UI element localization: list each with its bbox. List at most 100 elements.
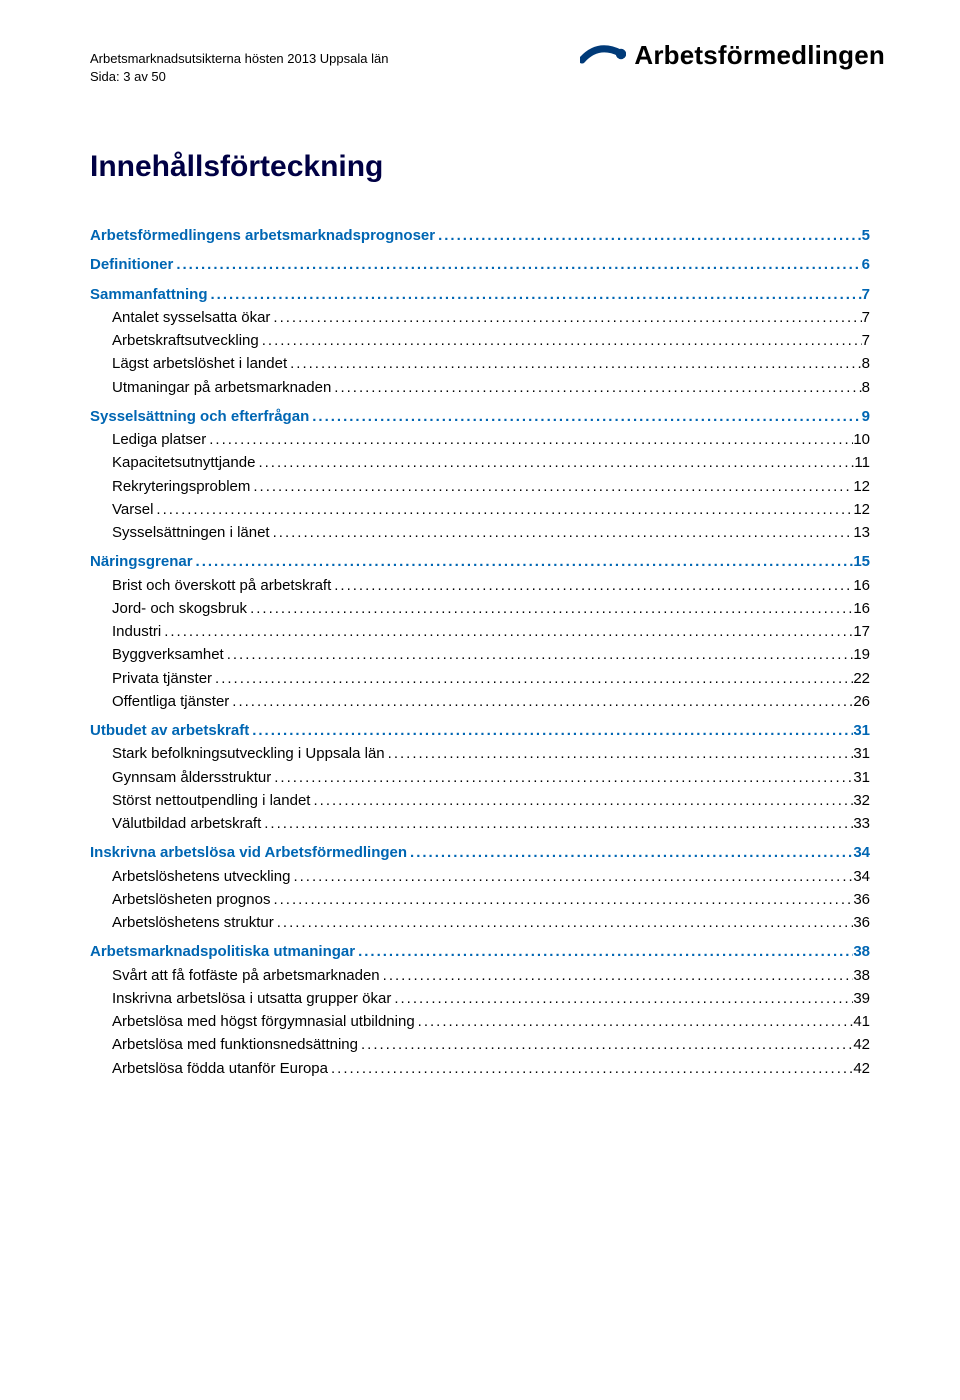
toc-leader bbox=[331, 376, 861, 399]
toc-page-number: 26 bbox=[853, 690, 870, 713]
toc-label: Välutbildad arbetskraft bbox=[112, 812, 261, 835]
toc-entry: Arbetslösheten prognos36 bbox=[90, 888, 870, 911]
toc-entry: Arbetskraftsutveckling7 bbox=[90, 329, 870, 352]
toc-page-number: 41 bbox=[853, 1010, 870, 1033]
toc-leader bbox=[161, 620, 853, 643]
toc-entry: Arbetslösa med högst förgymnasial utbild… bbox=[90, 1010, 870, 1033]
toc-page-number: 42 bbox=[853, 1057, 870, 1080]
toc-page-number: 22 bbox=[853, 667, 870, 690]
toc-leader bbox=[274, 911, 854, 934]
toc-entry: Utmaningar på arbetsmarknaden8 bbox=[90, 376, 870, 399]
toc-leader bbox=[270, 888, 853, 911]
toc-page-number: 38 bbox=[853, 940, 870, 963]
toc-leader bbox=[206, 428, 853, 451]
toc-entry: Gynnsam åldersstruktur 31 bbox=[90, 766, 870, 789]
toc-label: Arbetskraftsutveckling bbox=[112, 329, 259, 352]
toc-page-number: 11 bbox=[854, 451, 870, 474]
toc-leader bbox=[250, 475, 853, 498]
toc-label: Gynnsam åldersstruktur bbox=[112, 766, 271, 789]
toc-page-number: 12 bbox=[853, 498, 870, 521]
toc-label: Byggverksamhet bbox=[112, 643, 224, 666]
toc-page-number: 16 bbox=[853, 597, 870, 620]
toc-label: Varsel bbox=[112, 498, 153, 521]
toc-leader bbox=[247, 597, 853, 620]
toc-entry: Jord- och skogsbruk 16 bbox=[90, 597, 870, 620]
toc-entry: Brist och överskott på arbetskraft16 bbox=[90, 574, 870, 597]
toc-entry: Varsel 12 bbox=[90, 498, 870, 521]
toc-label: Kapacitetsutnyttjande bbox=[112, 451, 255, 474]
brand-name: Arbetsförmedlingen bbox=[634, 40, 885, 71]
toc-label: Arbetsmarknadspolitiska utmaningar bbox=[90, 940, 355, 963]
toc-page-number: 7 bbox=[862, 283, 870, 306]
toc-leader bbox=[310, 789, 853, 812]
toc-leader bbox=[261, 812, 853, 835]
toc-leader bbox=[290, 865, 853, 888]
toc-page-number: 38 bbox=[853, 964, 870, 987]
toc-label: Arbetsförmedlingens arbetsmarknadsprogno… bbox=[90, 224, 435, 247]
toc-entry: Byggverksamhet 19 bbox=[90, 643, 870, 666]
toc-label: Privata tjänster bbox=[112, 667, 212, 690]
toc-leader bbox=[435, 224, 862, 247]
toc-leader bbox=[271, 766, 853, 789]
toc-heading: Sysselsättning och efterfrågan9 bbox=[90, 405, 870, 428]
toc-page-number: 19 bbox=[853, 643, 870, 666]
toc-page-number: 31 bbox=[853, 719, 870, 742]
toc-leader bbox=[173, 253, 861, 276]
toc-entry: Störst nettoutpendling i landet32 bbox=[90, 789, 870, 812]
toc-label: Offentliga tjänster bbox=[112, 690, 229, 713]
toc-entry: Arbetslöshetens struktur36 bbox=[90, 911, 870, 934]
toc-entry: Privata tjänster 22 bbox=[90, 667, 870, 690]
swoosh-icon bbox=[580, 40, 626, 71]
toc-heading: Näringsgrenar15 bbox=[90, 550, 870, 573]
toc-entry: Svårt att få fotfäste på arbetsmarknaden… bbox=[90, 964, 870, 987]
toc-heading: Arbetsförmedlingens arbetsmarknadsprogno… bbox=[90, 224, 870, 247]
toc-heading: Utbudet av arbetskraft31 bbox=[90, 719, 870, 742]
brand-logo: Arbetsförmedlingen bbox=[580, 40, 885, 71]
toc-leader bbox=[380, 964, 854, 987]
toc-page-number: 13 bbox=[853, 521, 870, 544]
toc-page-number: 7 bbox=[862, 306, 870, 329]
toc-label: Lägst arbetslöshet i landet bbox=[112, 352, 287, 375]
toc-leader bbox=[270, 306, 861, 329]
toc-leader bbox=[407, 841, 853, 864]
toc-entry: Antalet sysselsatta ökar 7 bbox=[90, 306, 870, 329]
toc-leader bbox=[249, 719, 853, 742]
toc-leader bbox=[331, 574, 853, 597]
toc-label: Utmaningar på arbetsmarknaden bbox=[112, 376, 331, 399]
toc-entry: Lediga platser 10 bbox=[90, 428, 870, 451]
toc-leader bbox=[270, 521, 854, 544]
toc-label: Arbetslösheten prognos bbox=[112, 888, 270, 911]
toc-leader bbox=[415, 1010, 854, 1033]
toc-label: Jord- och skogsbruk bbox=[112, 597, 247, 620]
toc-leader bbox=[259, 329, 862, 352]
toc-page-number: 31 bbox=[853, 766, 870, 789]
toc-page-number: 9 bbox=[862, 405, 870, 428]
toc-label: Inskrivna arbetslösa vid Arbetsförmedlin… bbox=[90, 841, 407, 864]
toc-label: Inskrivna arbetslösa i utsatta grupper ö… bbox=[112, 987, 391, 1010]
toc-leader bbox=[328, 1057, 853, 1080]
toc-label: Lediga platser bbox=[112, 428, 206, 451]
toc-page-number: 34 bbox=[853, 841, 870, 864]
toc-page-number: 8 bbox=[862, 352, 870, 375]
toc-leader bbox=[358, 1033, 853, 1056]
toc-entry: Offentliga tjänster 26 bbox=[90, 690, 870, 713]
toc-page-number: 32 bbox=[853, 789, 870, 812]
toc-label: Stark befolkningsutveckling i Uppsala lä… bbox=[112, 742, 385, 765]
toc-entry: Inskrivna arbetslösa i utsatta grupper ö… bbox=[90, 987, 870, 1010]
toc-page-number: 6 bbox=[862, 253, 870, 276]
toc-page-number: 31 bbox=[853, 742, 870, 765]
toc-label: Arbetslösa med funktionsnedsättning bbox=[112, 1033, 358, 1056]
toc-leader bbox=[229, 690, 853, 713]
toc-page-number: 34 bbox=[853, 865, 870, 888]
table-of-contents: Arbetsförmedlingens arbetsmarknadsprogno… bbox=[90, 224, 870, 1080]
toc-label: Antalet sysselsatta ökar bbox=[112, 306, 270, 329]
toc-leader bbox=[287, 352, 862, 375]
toc-page-number: 10 bbox=[853, 428, 870, 451]
toc-leader bbox=[224, 643, 854, 666]
toc-label: Arbetslöshetens struktur bbox=[112, 911, 274, 934]
toc-label: Arbetslösa med högst förgymnasial utbild… bbox=[112, 1010, 415, 1033]
toc-page-number: 16 bbox=[853, 574, 870, 597]
toc-leader bbox=[153, 498, 853, 521]
toc-heading: Arbetsmarknadspolitiska utmaningar 38 bbox=[90, 940, 870, 963]
toc-entry: Arbetslöshetens utveckling34 bbox=[90, 865, 870, 888]
